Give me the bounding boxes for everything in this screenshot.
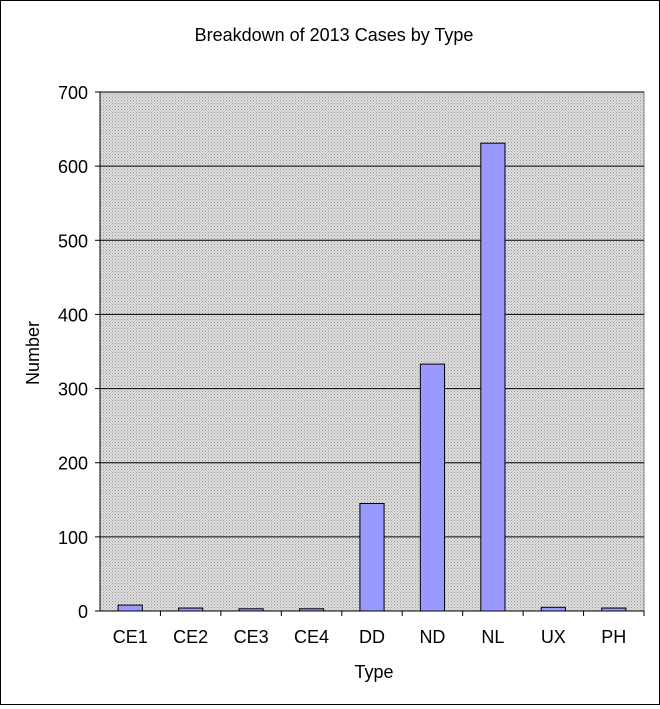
y-tick-label: 600 — [58, 157, 88, 177]
x-tick-label: CE2 — [173, 627, 208, 647]
y-tick-label: 400 — [58, 305, 88, 325]
y-tick-label: 700 — [58, 83, 88, 103]
y-axis-label: Number — [23, 321, 43, 385]
chart-title: Breakdown of 2013 Cases by Type — [195, 25, 474, 45]
y-tick-label: 500 — [58, 231, 88, 251]
x-tick-label: PH — [601, 627, 626, 647]
x-tick-label: CE1 — [113, 627, 148, 647]
gridlines — [100, 91, 644, 538]
y-tick-label: 100 — [58, 528, 88, 548]
bar-ce1 — [117, 604, 143, 612]
x-tick-label: NL — [481, 627, 504, 647]
x-axis-ticks: CE1 CE2 CE3 CE4 DD ND NL UX PH — [113, 611, 645, 647]
x-tick-label: UX — [541, 627, 566, 647]
bar-nd — [419, 363, 446, 612]
y-tick-label: 0 — [78, 602, 88, 622]
bar-nl — [480, 142, 506, 612]
y-tick-label: 300 — [58, 380, 88, 400]
x-tick-label: CE3 — [234, 627, 269, 647]
y-tick-label: 200 — [58, 454, 88, 474]
x-tick-label: CE4 — [294, 627, 329, 647]
x-axis-label: Type — [354, 662, 393, 682]
x-tick-label: ND — [419, 627, 445, 647]
y-axis-ticks: 0 100 200 300 400 500 600 700 — [58, 83, 100, 622]
x-tick-label: DD — [359, 627, 385, 647]
bar-dd — [359, 502, 385, 612]
bar-ux — [540, 606, 566, 612]
